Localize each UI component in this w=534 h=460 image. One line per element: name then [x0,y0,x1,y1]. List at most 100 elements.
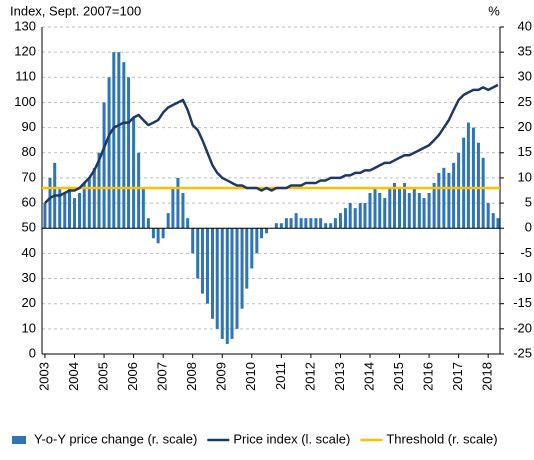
y2-tick-label: 40 [518,18,532,33]
bar [442,167,446,229]
y-tick-label: 30 [22,270,36,285]
x-tick-label: 2006 [125,362,140,391]
bar [274,223,278,229]
bar [166,213,170,229]
bar [171,187,175,229]
bar [481,157,485,229]
bar [245,228,249,289]
bar [353,208,357,229]
bar [176,177,180,229]
bar [260,228,264,239]
bar [471,127,475,229]
bar [378,193,382,229]
y2-tick-label: 20 [518,119,532,134]
y-tick-label: 50 [22,220,36,235]
bar [215,228,219,329]
bar [407,193,411,229]
y-tick-label: 10 [22,320,36,335]
bar [343,208,347,229]
bar [240,228,244,309]
y-tick-label: 90 [22,119,36,134]
bar [393,182,397,229]
bar [141,187,145,229]
bar [78,193,82,229]
y-tick-label: 60 [22,195,36,210]
bar [87,177,91,229]
bar [250,228,254,269]
bar [191,228,195,254]
bar [491,213,495,229]
bar [255,228,259,254]
bar [58,187,62,229]
bar [196,228,200,279]
bar [146,218,150,229]
y2-tick-label: 15 [518,144,532,159]
x-tick-label: 2013 [332,362,347,391]
bar [422,198,426,229]
bar [82,182,86,229]
bar [127,77,131,229]
bar [72,198,77,229]
bar [324,223,328,229]
bar [383,198,387,229]
bar [358,203,362,229]
bar [309,218,313,229]
bar [156,228,160,244]
legend-label: Threshold (r. scale) [386,431,497,446]
bar [368,193,372,229]
bar [132,117,136,229]
bar [102,102,106,229]
x-tick-label: 2010 [243,362,258,391]
bar [92,167,96,229]
bar [230,228,234,339]
bar [63,193,67,229]
bar [112,52,116,229]
bar [314,218,318,229]
x-tick-label: 2008 [184,362,199,391]
bar [265,228,269,234]
bar [486,203,490,229]
line [44,83,499,204]
bar [181,193,185,229]
bar [117,52,121,229]
y-tick-label: 80 [22,144,36,159]
bar [398,187,402,229]
bar [476,142,480,229]
bar [417,193,421,229]
y-tick-label: 20 [22,295,36,310]
x-tick-label: 2004 [66,362,81,391]
bar [304,218,308,229]
x-tick-label: 2012 [302,362,317,391]
y2-tick-label: -5 [520,245,532,260]
x-tick-label: 2007 [155,362,170,391]
bar [107,77,111,229]
bar [43,203,47,229]
bar [205,228,209,304]
legend-label: Y-o-Y price change (r. scale) [34,431,197,446]
bar [388,187,392,229]
bar [373,187,377,229]
y2-tick-label: -25 [513,345,532,360]
bar [348,203,352,229]
x-tick-label: 2015 [391,362,406,391]
bar [186,218,190,229]
x-tick-label: 2003 [36,362,51,391]
x-tick-label: 2009 [214,362,229,391]
bar [466,122,470,229]
y2-tick-label: 10 [518,169,532,184]
bar [294,213,298,229]
y-tick-label: 70 [22,169,36,184]
y2-tick-label: 30 [518,69,532,84]
bar [220,228,224,339]
legend-label: Price index (l. scale) [233,431,350,446]
x-tick-label: 2011 [273,362,288,390]
bar [97,152,101,229]
y2-tick-label: -10 [513,270,532,285]
bar [137,152,141,229]
y2-tick-label: -20 [513,320,532,335]
bar [412,187,416,229]
bar [452,162,456,229]
bar [284,218,288,229]
bar [447,172,451,229]
